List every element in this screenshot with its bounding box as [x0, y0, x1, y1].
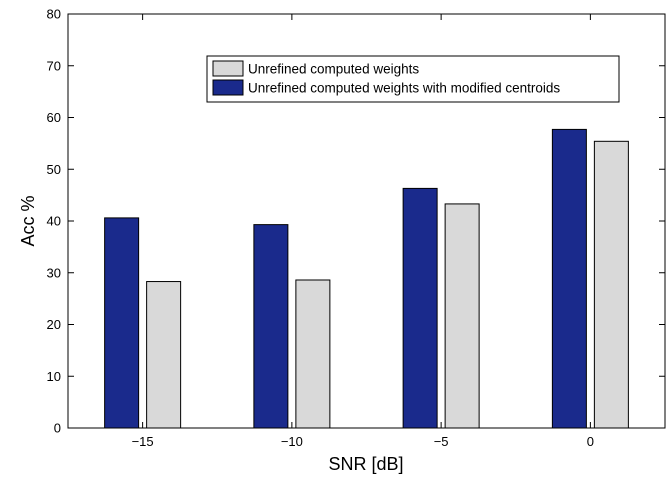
x-tick-label: −15	[132, 434, 154, 449]
bars-group	[104, 128, 629, 429]
legend-swatch	[212, 79, 244, 96]
legend: Unrefined computed weights Unrefined comp…	[206, 55, 620, 103]
y-tick-label: 30	[47, 265, 61, 280]
y-tick-label: 20	[47, 317, 61, 332]
y-tick-label: 0	[54, 421, 61, 436]
y-tick-label: 10	[47, 369, 61, 384]
x-axis-label: SNR [dB]	[328, 454, 403, 474]
legend-box	[206, 55, 620, 103]
y-tick-label: 40	[47, 214, 61, 229]
x-tick-label: −5	[434, 434, 449, 449]
bar-modified-centroids-2	[402, 187, 438, 429]
legend-swatch	[212, 60, 244, 77]
bar-unrefined-0	[146, 281, 182, 429]
y-tick-label: 70	[47, 58, 61, 73]
bar-unrefined-3	[593, 140, 629, 429]
y-tick-label: 60	[47, 110, 61, 125]
bar-modified-centroids-3	[551, 128, 587, 429]
x-axis-ticks: −15 −10 −5 0	[132, 14, 594, 449]
x-tick-label: 0	[587, 434, 594, 449]
bar-modified-centroids-0	[104, 217, 140, 429]
legend-label: Unrefined computed weights	[248, 62, 419, 77]
legend-label: Unrefined computed weights with modified…	[248, 81, 560, 96]
y-axis-ticks: 0 10 20 30 40 50 60 70 80	[47, 7, 665, 436]
bar-unrefined-2	[444, 203, 480, 429]
y-tick-label: 80	[47, 7, 61, 22]
y-tick-label: 50	[47, 162, 61, 177]
x-tick-label: −10	[281, 434, 303, 449]
bar-unrefined-1	[295, 279, 331, 429]
y-axis-label: Acc %	[18, 195, 38, 246]
bar-modified-centroids-1	[253, 224, 289, 429]
